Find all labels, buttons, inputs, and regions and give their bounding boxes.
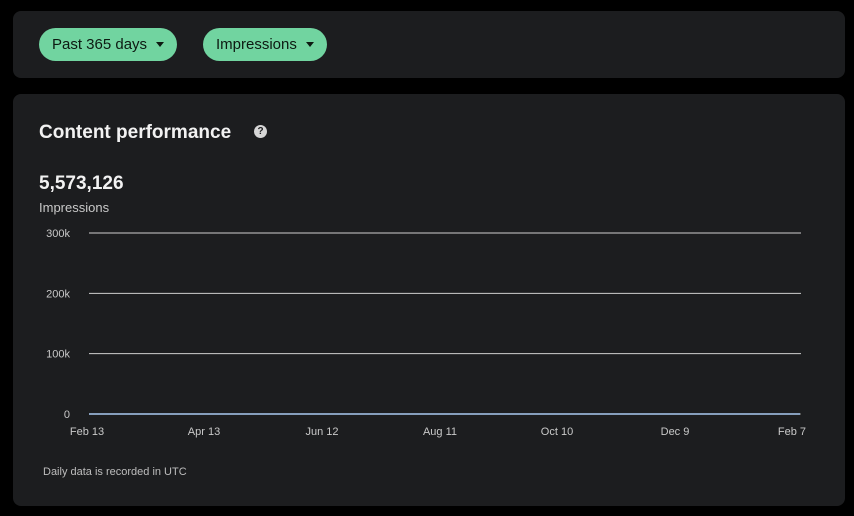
x-tick-label: Aug 11	[423, 426, 457, 438]
x-tick-label: Jun 12	[305, 426, 338, 438]
utc-footnote: Daily data is recorded in UTC	[43, 466, 187, 478]
impressions-total-label: Impressions	[39, 200, 110, 215]
x-tick-label: Oct 10	[541, 426, 573, 438]
impressions-total: 5,573,126	[39, 173, 124, 194]
question-circle-icon[interactable]: ?	[254, 125, 267, 138]
x-axis-ticks: Feb 13 Apr 13 Jun 12 Aug 11 Oct 10 Dec 9 Feb 7	[70, 426, 806, 438]
y-tick-label: 100k	[46, 349, 70, 361]
x-tick-label: Feb 13	[70, 426, 104, 438]
chart-grid	[89, 232, 801, 415]
date-range-dropdown[interactable]: Past 365 days	[39, 28, 178, 61]
y-tick-label: 0	[64, 409, 70, 421]
x-tick-label: Apr 13	[188, 426, 220, 438]
caret-down-icon	[156, 42, 165, 47]
metric-dropdown[interactable]: Impressions	[203, 28, 327, 61]
impressions-line-chart: 0 100k 200k 300k Feb 13 Apr 13 Jun 12 Aug 11 Oc…	[46, 228, 806, 438]
x-tick-label: Feb 7	[778, 426, 806, 438]
y-tick-label: 300k	[46, 228, 70, 240]
date-range-label: Past 365 days	[52, 36, 148, 53]
y-tick-label: 200k	[46, 288, 70, 300]
y-axis-ticks: 0 100k 200k 300k	[46, 228, 70, 421]
metric-label: Impressions	[216, 36, 297, 53]
content-performance-card: Content performance ? 5,573,126 Impressi…	[13, 94, 845, 506]
card-title: Content performance	[39, 122, 232, 143]
x-tick-label: Dec 9	[661, 426, 690, 438]
filter-bar: Past 365 days Impressions	[13, 11, 845, 78]
caret-down-icon	[305, 42, 314, 47]
